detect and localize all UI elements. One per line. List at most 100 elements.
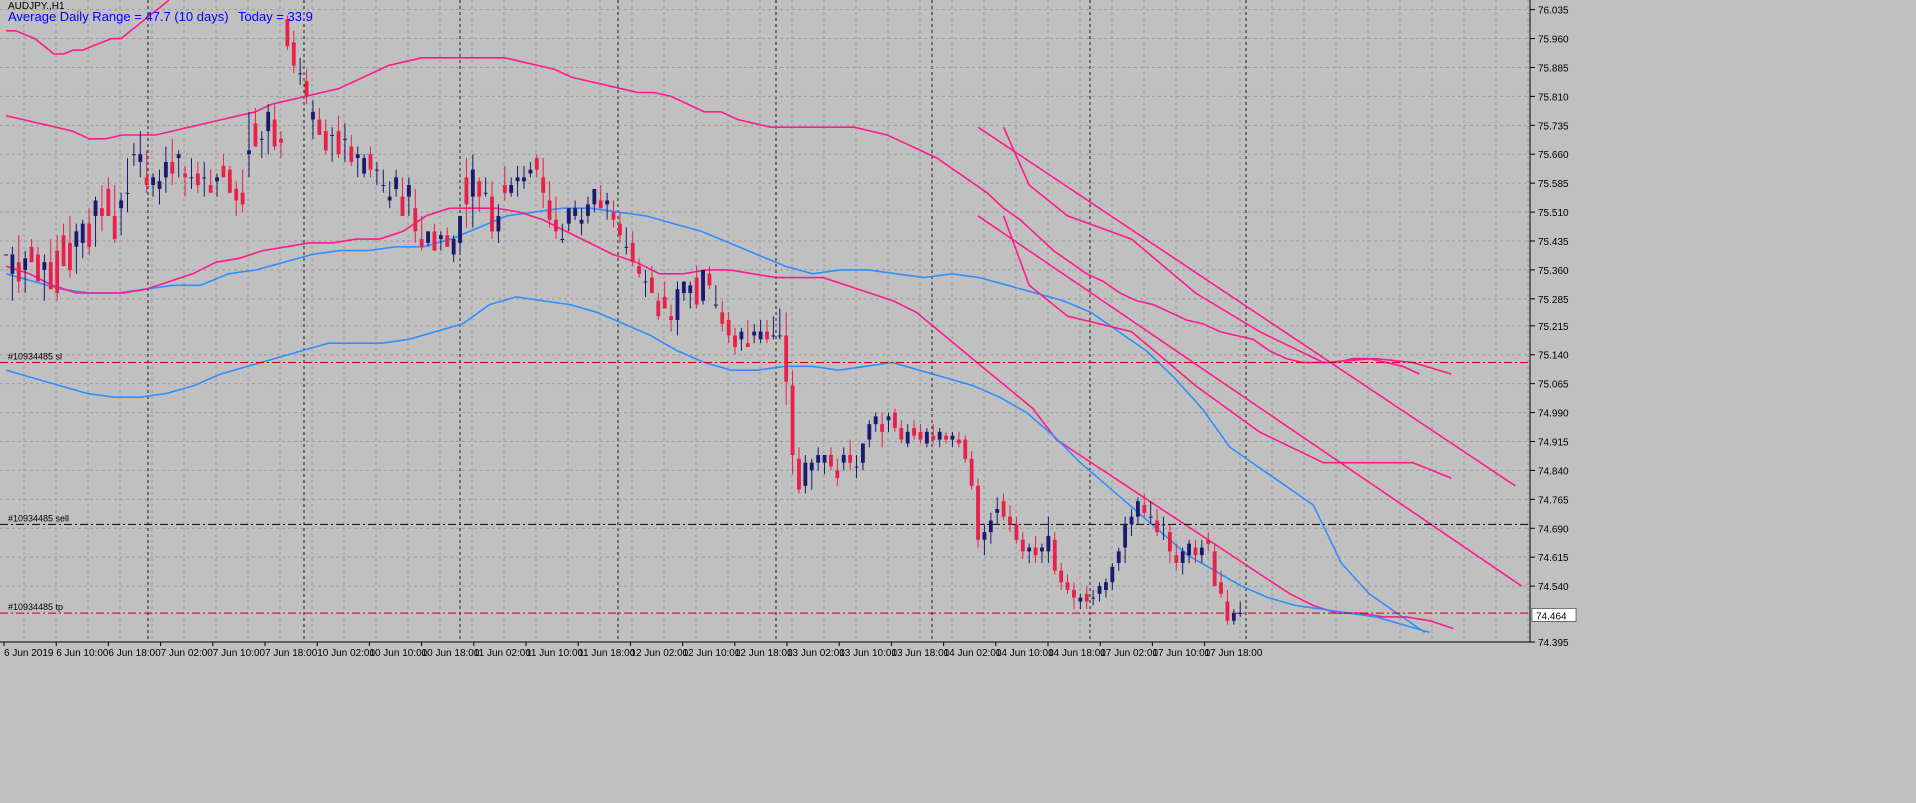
candle[interactable] xyxy=(854,454,859,479)
candle[interactable] xyxy=(1059,562,1064,590)
candle[interactable] xyxy=(624,227,629,255)
candle[interactable] xyxy=(515,165,520,197)
candle[interactable] xyxy=(266,104,271,155)
candle[interactable] xyxy=(1033,535,1038,563)
candle[interactable] xyxy=(23,250,28,294)
candle[interactable] xyxy=(956,431,961,448)
candle[interactable] xyxy=(1091,589,1096,606)
candle[interactable] xyxy=(311,100,315,139)
candle[interactable] xyxy=(419,215,424,251)
candle[interactable] xyxy=(886,412,891,432)
candle[interactable] xyxy=(547,181,552,228)
candle[interactable] xyxy=(1212,543,1217,587)
candle[interactable] xyxy=(259,131,264,159)
candle[interactable] xyxy=(432,223,437,251)
candle[interactable] xyxy=(317,107,322,135)
candle[interactable] xyxy=(867,420,872,448)
candle[interactable] xyxy=(189,158,194,189)
candle[interactable] xyxy=(771,316,776,340)
candle[interactable] xyxy=(131,142,136,166)
candle[interactable] xyxy=(438,231,443,251)
candle[interactable] xyxy=(470,154,475,228)
candle[interactable] xyxy=(221,154,226,178)
candle[interactable] xyxy=(662,281,667,309)
candle[interactable] xyxy=(541,158,546,209)
candle[interactable] xyxy=(713,285,718,309)
candle[interactable] xyxy=(586,196,590,224)
candle[interactable] xyxy=(675,281,680,336)
candle[interactable] xyxy=(1180,547,1185,575)
candle[interactable] xyxy=(522,165,526,189)
candle[interactable] xyxy=(969,451,974,490)
candle[interactable] xyxy=(745,320,750,348)
candle[interactable] xyxy=(669,304,673,332)
candle[interactable] xyxy=(1199,539,1204,563)
candle[interactable] xyxy=(880,412,885,448)
candle[interactable] xyxy=(643,269,648,297)
candle[interactable] xyxy=(822,454,827,475)
candle[interactable] xyxy=(995,497,1000,525)
candle[interactable] xyxy=(394,169,399,197)
candle[interactable] xyxy=(1065,574,1070,594)
candle[interactable] xyxy=(816,447,821,471)
candle[interactable] xyxy=(1193,539,1198,563)
candle[interactable] xyxy=(1008,505,1012,533)
candle[interactable] xyxy=(1167,524,1172,563)
candle[interactable] xyxy=(42,254,47,301)
candle[interactable] xyxy=(183,165,187,197)
candle[interactable] xyxy=(163,146,168,193)
candle[interactable] xyxy=(48,239,53,290)
candle[interactable] xyxy=(10,246,15,301)
candle[interactable] xyxy=(291,30,296,74)
candle[interactable] xyxy=(330,127,335,162)
candle[interactable] xyxy=(208,169,213,193)
candle[interactable] xyxy=(598,185,603,209)
candle[interactable] xyxy=(566,208,571,232)
candle[interactable] xyxy=(988,512,993,544)
candle[interactable] xyxy=(93,196,98,247)
candle[interactable] xyxy=(560,223,565,243)
candle[interactable] xyxy=(355,146,360,178)
candle[interactable] xyxy=(464,158,469,228)
candle[interactable] xyxy=(1174,543,1179,571)
candle[interactable] xyxy=(1206,532,1211,552)
candle[interactable] xyxy=(1142,493,1147,517)
candle[interactable] xyxy=(445,227,450,247)
candle[interactable] xyxy=(1116,547,1121,571)
candle[interactable] xyxy=(681,281,686,301)
candle[interactable] xyxy=(157,169,162,205)
candle[interactable] xyxy=(1040,543,1044,563)
candle[interactable] xyxy=(87,208,92,255)
candle[interactable] xyxy=(298,57,303,85)
candle[interactable] xyxy=(1072,582,1076,610)
candle[interactable] xyxy=(611,200,616,228)
candle[interactable] xyxy=(573,200,578,220)
candle[interactable] xyxy=(1238,601,1243,617)
candle[interactable] xyxy=(924,428,929,448)
candle[interactable] xyxy=(617,212,622,243)
candle[interactable] xyxy=(176,150,181,178)
candle[interactable] xyxy=(1097,582,1102,602)
candle[interactable] xyxy=(918,424,923,444)
candle[interactable] xyxy=(1084,586,1089,610)
candle[interactable] xyxy=(1020,532,1025,560)
candle[interactable] xyxy=(707,266,712,290)
candle[interactable] xyxy=(55,235,60,301)
candle[interactable] xyxy=(1231,609,1236,625)
candle[interactable] xyxy=(215,173,219,197)
candle[interactable] xyxy=(195,161,200,193)
candle[interactable] xyxy=(1155,508,1160,536)
candle[interactable] xyxy=(100,185,104,232)
candle[interactable] xyxy=(374,161,379,186)
candle[interactable] xyxy=(36,246,40,282)
candle[interactable] xyxy=(892,408,897,432)
candle[interactable] xyxy=(426,231,430,247)
candle[interactable] xyxy=(726,312,731,344)
candle[interactable] xyxy=(253,107,258,147)
candle[interactable] xyxy=(534,154,539,178)
candle[interactable] xyxy=(1187,539,1191,563)
candle[interactable] xyxy=(554,196,558,240)
candle[interactable] xyxy=(848,439,853,471)
candle[interactable] xyxy=(1110,562,1115,590)
